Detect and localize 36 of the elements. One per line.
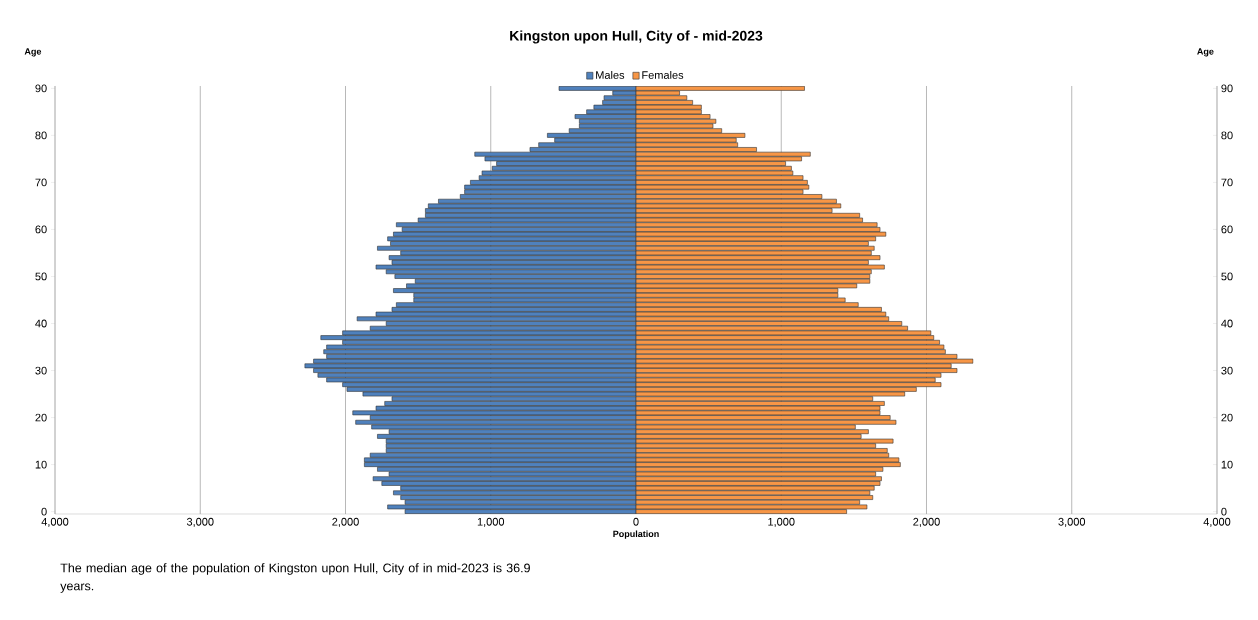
x-tick-label: 3,000 [1058,517,1086,527]
x-tick-label: 2,000 [913,517,940,527]
y-tick-label: 0 [1221,507,1227,516]
category-label: 50 [35,272,47,281]
category-label: 0 [41,507,47,516]
x-axis-title: Population [613,530,659,539]
x-tick-label: 4,000 [1203,517,1231,527]
y-tick-label: 20 [1221,413,1233,422]
y-tick-label: 90 [1221,84,1233,93]
legend-label: Males [596,70,625,79]
x-tick-label: 1,000 [477,517,505,527]
x-tick-label: 1,000 [768,517,795,527]
y-tick-label: 10 [1221,460,1233,469]
x-tick-label: 2,000 [332,517,359,527]
category-label: 30 [35,366,47,375]
y-tick-label: 30 [1221,366,1233,375]
category-label: 20 [35,413,47,422]
y-tick-label: 70 [1221,178,1233,187]
y-tick-label: 60 [1221,225,1233,234]
text: The median age of the population of Kingston upon Hull, City of in mid-2023 is 36.9 years. [60,563,530,593]
y-tick-label: 50 [1221,272,1233,281]
x-tick-label: 4,000 [41,517,69,527]
category-label: 90 [35,84,47,93]
category-label: 10 [35,460,47,469]
category-label: 40 [35,319,47,328]
y-axis-title: Age [24,48,42,57]
y-tick-label: 80 [1221,131,1233,140]
x-tick-label: 0 [633,517,639,526]
category-label: 60 [35,225,47,234]
category-label: 80 [35,131,47,140]
y-tick-label: 40 [1221,319,1233,328]
y2-axis-title: Age [1197,48,1214,57]
chart-title: Kingston upon Hull, City of - mid-2023 [510,30,763,44]
category-label: 70 [35,178,47,187]
legend-label: Females [642,70,684,79]
x-tick-label: 3,000 [186,517,214,527]
